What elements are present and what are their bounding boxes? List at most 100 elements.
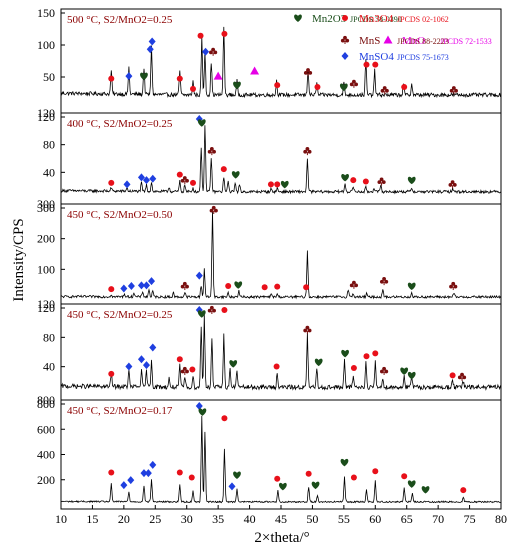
phase-marker-mns <box>349 280 359 289</box>
x-tick-label: 10 <box>55 512 67 526</box>
phase-marker-mn3o4 <box>274 475 281 482</box>
y-tick-label: 80 <box>43 138 55 152</box>
phase-marker-mn3o4 <box>108 286 115 293</box>
x-tick-label: 25 <box>149 512 161 526</box>
phase-marker-mnso4 <box>142 176 150 185</box>
phase-marker-mns <box>449 86 458 95</box>
phase-marker-mns <box>180 281 189 291</box>
phase-marker-mn3o4 <box>274 283 281 290</box>
phase-marker-mn2o3 <box>231 171 240 179</box>
phase-marker-mnso4 <box>195 271 203 280</box>
phase-marker-mn2o3 <box>421 486 430 494</box>
phase-marker-mn3o4 <box>372 61 379 68</box>
phase-marker-mnso4 <box>149 343 157 352</box>
phase-marker-mns <box>303 68 313 77</box>
x-tick-label: 65 <box>401 512 413 526</box>
x-tick-label: 30 <box>181 512 193 526</box>
x-tick-label: 80 <box>495 512 507 526</box>
phase-marker-mnso4 <box>202 47 210 56</box>
phase-marker-mnso4 <box>140 469 148 478</box>
phase-marker-mns <box>209 47 218 56</box>
phase-marker-mn3o4 <box>267 181 274 188</box>
phase-marker-mn3o4 <box>274 82 281 89</box>
panels: 50 100 150 120 500 °C, S2/MnO2=0.25 40 80 120 30… <box>37 6 502 510</box>
phase-marker-mn3o4 <box>188 474 195 481</box>
phase-marker-mn3o4 <box>362 178 369 185</box>
phase-marker-mn3o4 <box>221 415 228 422</box>
y-tick-label: 600 <box>37 422 55 436</box>
phase-marker-mn3o4 <box>176 469 183 476</box>
phase-marker-mn3o4 <box>190 179 196 186</box>
phase-marker-mn2o3 <box>339 83 348 91</box>
phase-marker-mn3o4 <box>176 171 183 178</box>
phase-marker-mn3o4 <box>108 179 115 186</box>
phase-marker-mns <box>377 177 386 186</box>
legend-ref: JPCDS 02-1062 <box>397 15 449 24</box>
phase-marker-mn3o4 <box>363 353 370 360</box>
phase-marker-mn3o4 <box>108 370 115 377</box>
y-tick-label: 40 <box>43 360 55 374</box>
condition-label: 450 °C, S2/MnO2=0.17 <box>67 405 173 417</box>
phase-marker-mn3o4 <box>221 307 228 313</box>
x-axis-title: 2×theta/° <box>254 530 309 546</box>
y-tick-label: 150 <box>37 6 55 20</box>
y-tick-label: 120 <box>37 301 55 315</box>
legend-entry-mnso4: MnSO4 JPCDS 75-1673 <box>341 51 449 63</box>
phase-marker-mn3o4 <box>303 284 310 291</box>
phase-marker-mn3o4 <box>197 32 204 39</box>
y-tick-label: 50 <box>43 70 55 84</box>
phase-marker-mnso4 <box>144 469 152 478</box>
phase-marker-mn3o4 <box>261 284 268 291</box>
phase-marker-mn3o4 <box>176 75 183 82</box>
phase-marker-mn3o4 <box>401 84 408 90</box>
legend-ref: JPCDS 75-1673 <box>397 53 449 62</box>
panel-0: 50 100 150 120 500 °C, S2/MnO2=0.25 <box>37 6 502 120</box>
legend-name: MnO <box>402 35 425 47</box>
phase-marker-mnso4 <box>149 174 157 183</box>
legend-ref: JPCDS 72-1533 <box>440 37 492 46</box>
phase-marker-mnso4 <box>137 173 145 182</box>
y-tick-label: 120 <box>37 110 55 124</box>
phase-marker-mn2o3 <box>233 81 241 90</box>
condition-label: 400 °C, S2/MnO2=0.25 <box>67 118 173 130</box>
phase-marker-mn2o3 <box>407 371 416 380</box>
phase-marker-mnso4 <box>120 284 128 293</box>
phase-marker-mn3o4 <box>190 85 196 92</box>
phase-marker-mn2o3 <box>140 72 148 81</box>
y-tick-label: 200 <box>37 232 55 246</box>
phase-marker-mn3o4 <box>225 283 232 290</box>
phase-marker-mn3o4 <box>274 181 281 188</box>
phase-marker-mnso4 <box>127 282 135 291</box>
panel-4: 200 400 600 800 450 °C, S2/MnO2=0.17 <box>37 397 502 510</box>
panel-2: 100 200 300 120 450 °C, S2/MnO2=0.50 <box>37 201 502 311</box>
phase-marker-mnso4 <box>125 362 133 371</box>
x-tick-label: 55 <box>338 512 350 526</box>
phase-marker-mns <box>457 372 467 381</box>
legend-name: MnSO4 <box>359 51 394 63</box>
phase-marker-mns <box>180 366 189 375</box>
legend-symbol-mn2o3 <box>294 14 302 22</box>
y-tick-label: 800 <box>37 397 55 411</box>
phase-marker-mn3o4 <box>372 350 379 357</box>
xrd-pattern-line <box>60 26 502 99</box>
y-tick-label: 200 <box>37 473 55 487</box>
legend-entry-mns: MnS JPCDS 88-2223 <box>340 35 449 47</box>
phase-marker-mn3o4 <box>108 75 115 82</box>
phase-marker-mn3o4 <box>273 363 280 370</box>
phase-marker-mn2o3 <box>340 458 349 467</box>
phase-marker-mns <box>207 305 216 314</box>
phase-marker-mns <box>379 366 389 375</box>
xrd-pattern-line <box>60 210 502 300</box>
x-tick-label: 75 <box>464 512 476 526</box>
legend-name: MnS <box>359 35 380 47</box>
x-tick-label: 70 <box>432 512 444 526</box>
phase-marker-mnso4 <box>127 476 135 485</box>
legend-ref: JPCDS 88-2223 <box>397 37 449 46</box>
y-tick-label: 300 <box>37 197 55 211</box>
y-tick-label: 120 <box>37 297 55 311</box>
legend-name: Mn2O3 <box>312 13 347 25</box>
phase-marker-mnso4 <box>142 361 150 370</box>
phase-marker-mn3o4 <box>189 366 196 373</box>
phase-marker-mnso4 <box>125 72 133 81</box>
